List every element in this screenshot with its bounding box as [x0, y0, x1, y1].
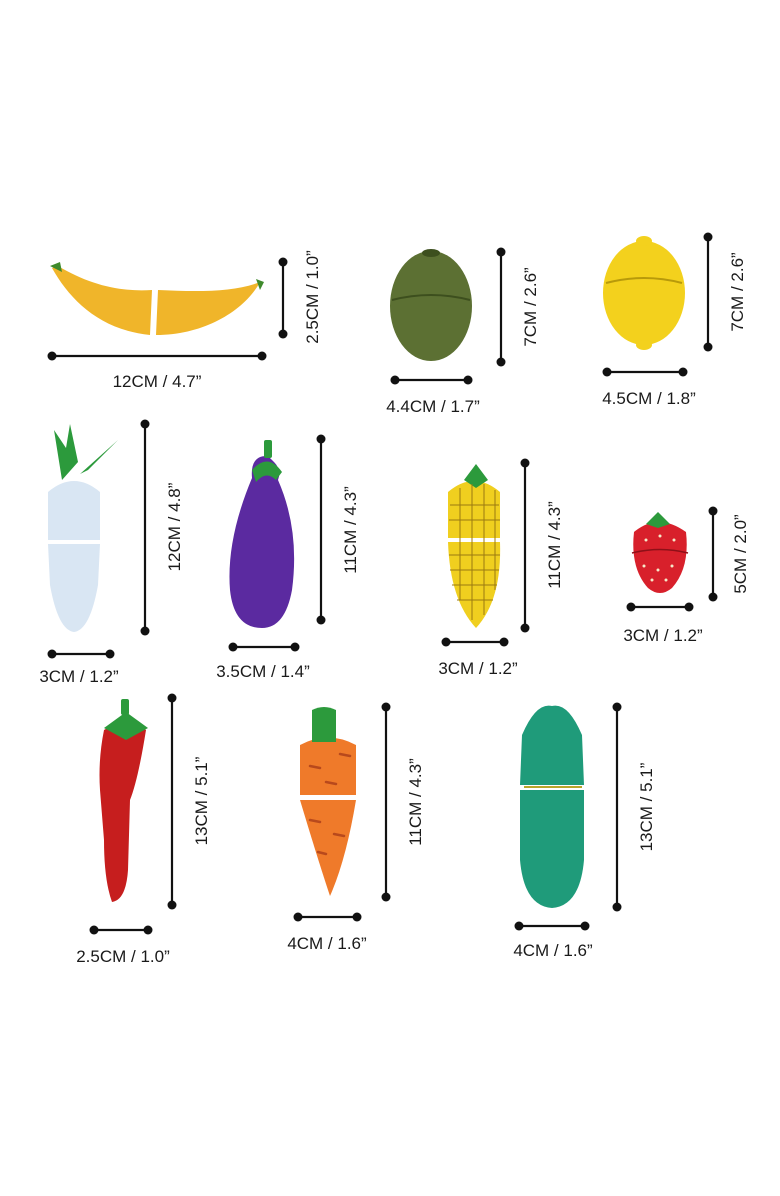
carrot-height-line	[381, 702, 391, 902]
cucumber-width-label: 4CM / 1.6”	[513, 941, 593, 960]
eggplant-cap	[252, 461, 282, 482]
lemon-width-line	[602, 367, 688, 377]
carrot-width-line	[293, 912, 362, 922]
chili-pepper-height-label: 13CM / 5.1”	[192, 756, 211, 845]
cucumber-width-line	[514, 921, 590, 931]
olive-illustration	[390, 249, 472, 361]
olive-cut-line	[391, 294, 471, 301]
eggplant-stem	[264, 440, 272, 458]
olive-width-label: 4.4CM / 1.7”	[386, 397, 480, 416]
banana-width-line	[47, 351, 267, 361]
strawberry-height-label: 5CM / 2.0”	[731, 514, 750, 594]
chili-pepper-height-line	[167, 693, 177, 910]
carrot-top-half	[300, 737, 356, 795]
banana-stem	[50, 262, 62, 272]
radish-bottom-half	[48, 544, 100, 632]
eggplant-height-label: 11CM / 4.3”	[341, 486, 360, 574]
strawberry-leaves	[646, 512, 670, 528]
corn-kernel-pattern	[449, 484, 500, 620]
eggplant-width-line	[228, 642, 300, 652]
radish-top-half	[48, 481, 100, 540]
carrot-illustration	[300, 707, 356, 896]
olive-body	[390, 251, 472, 361]
cucumber-bottom-half	[520, 790, 584, 908]
cucumber-height-label: 13CM / 5.1”	[637, 762, 656, 851]
carrot-width-label: 4CM / 1.6”	[287, 934, 367, 953]
banana-tip	[256, 279, 264, 290]
carrot-top	[312, 707, 336, 742]
strawberry-width-label: 3CM / 1.2”	[623, 626, 703, 645]
corn-illustration	[448, 464, 501, 628]
corn-top-half	[448, 481, 500, 538]
corn-width-label: 3CM / 1.2”	[438, 659, 518, 678]
chili-pepper-width-line	[89, 925, 153, 935]
banana-right-half	[156, 282, 260, 335]
carrot-bottom-half	[300, 800, 356, 896]
carrot-ridges	[308, 752, 352, 856]
strawberry-seeds	[642, 534, 676, 582]
strawberry-cut-line	[631, 548, 689, 554]
lemon-bottom-tip	[636, 340, 652, 350]
strawberry-width-line	[626, 602, 694, 612]
radish-leaf-left	[54, 424, 78, 480]
eggplant-height-line	[316, 434, 326, 625]
chili-pepper-stem	[121, 699, 129, 715]
lemon-height-label: 7CM / 2.6”	[728, 252, 747, 332]
cucumber-illustration	[520, 705, 584, 908]
olive-width-line	[390, 375, 473, 385]
cucumber-height-line	[612, 702, 622, 912]
strawberry-body	[633, 522, 687, 593]
banana-height-line	[278, 257, 288, 339]
chili-pepper-body	[99, 723, 146, 902]
eggplant-width-label: 3.5CM / 1.4”	[216, 662, 310, 681]
banana-width-label: 12CM / 4.7”	[113, 372, 202, 391]
banana-illustration	[50, 262, 264, 335]
eggplant-body	[229, 455, 295, 628]
chili-pepper-cap	[104, 712, 148, 740]
lemon-width-label: 4.5CM / 1.8”	[602, 389, 696, 408]
radish-leaf-right	[80, 440, 118, 474]
corn-height-label: 11CM / 4.3”	[545, 501, 564, 589]
lemon-illustration	[603, 236, 685, 350]
olive-height-label: 7CM / 2.6”	[521, 267, 540, 347]
lemon-body	[603, 241, 685, 345]
radish-width-label: 3CM / 1.2”	[39, 667, 119, 686]
lemon-height-line	[703, 232, 713, 352]
strawberry-illustration	[631, 512, 689, 593]
olive-top	[422, 249, 440, 257]
olive-height-line	[496, 247, 506, 367]
corn-width-line	[441, 637, 509, 647]
corn-husk	[464, 464, 488, 488]
lemon-cut-line	[605, 277, 683, 284]
cucumber-top-half	[520, 705, 584, 785]
corn-height-line	[520, 458, 530, 633]
banana-height-label: 2.5CM / 1.0”	[303, 250, 322, 344]
eggplant-illustration	[229, 440, 295, 628]
lemon-top-tip	[636, 236, 652, 246]
radish-height-label: 12CM / 4.8”	[165, 482, 184, 571]
radish-illustration	[48, 424, 118, 632]
carrot-height-label: 11CM / 4.3”	[406, 758, 425, 846]
strawberry-height-line	[708, 506, 718, 602]
chili-pepper-width-label: 2.5CM / 1.0”	[76, 947, 170, 966]
banana-left-half	[52, 266, 152, 335]
radish-height-line	[140, 419, 150, 636]
chili-pepper-illustration	[99, 699, 148, 902]
radish-width-line	[47, 649, 115, 659]
